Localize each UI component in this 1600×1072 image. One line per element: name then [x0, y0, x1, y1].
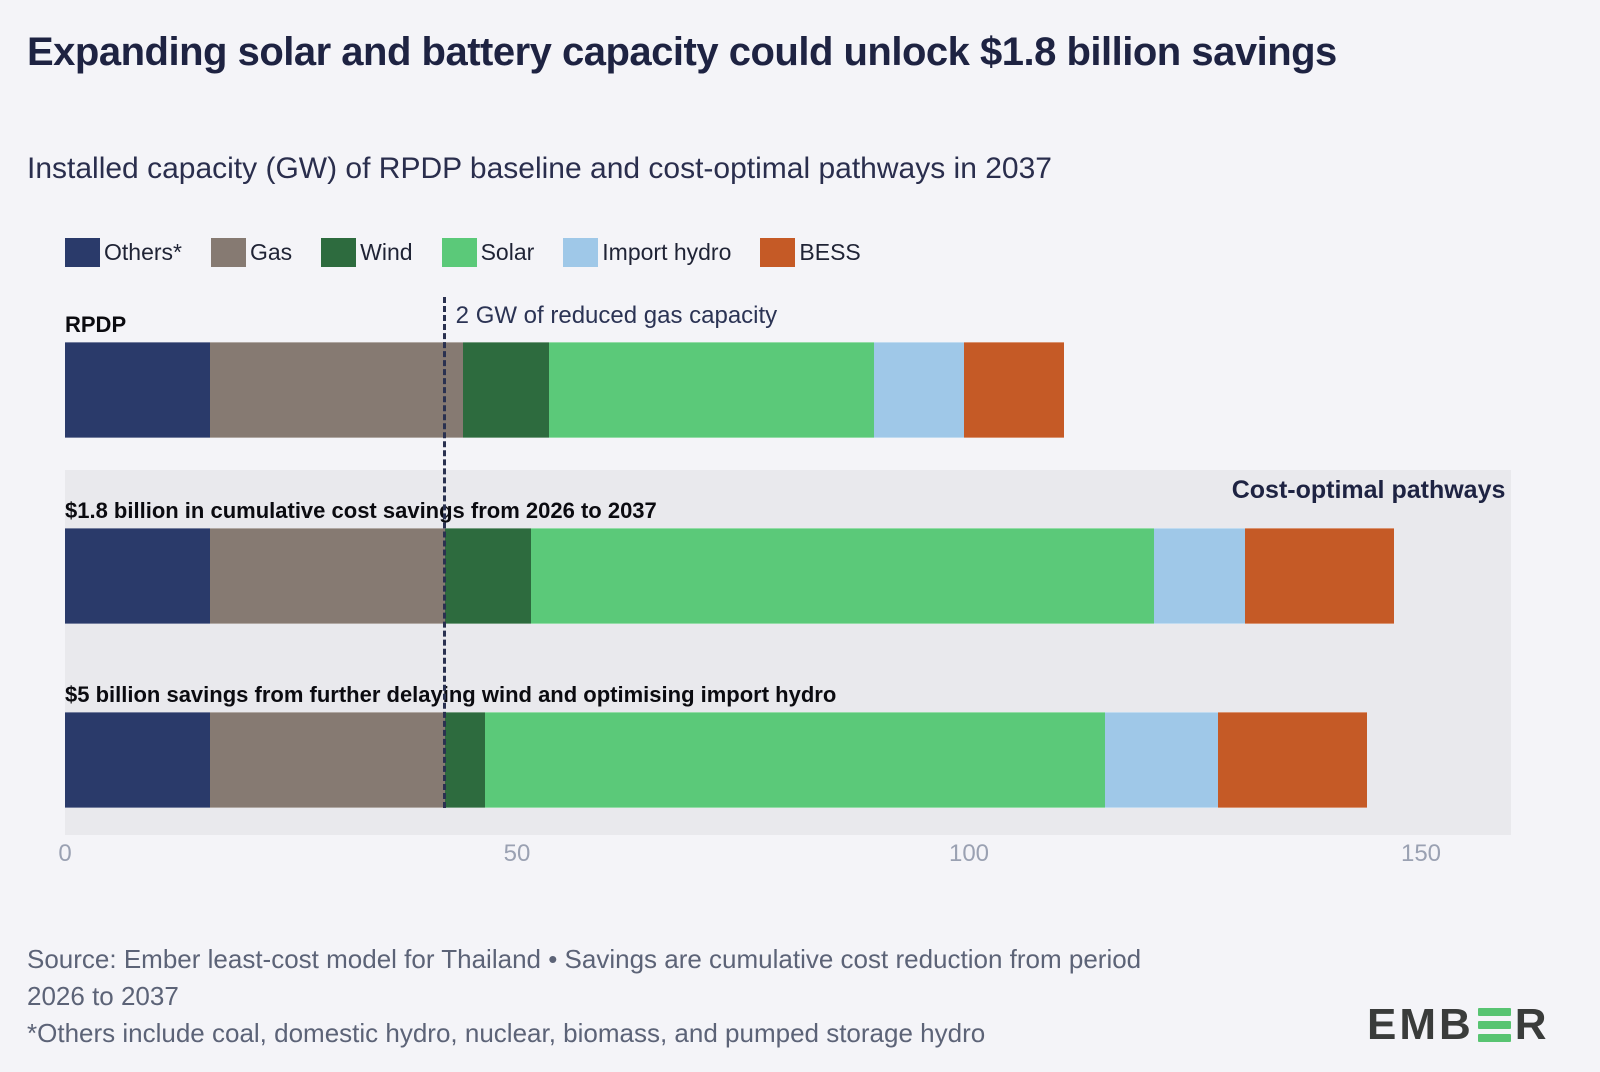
bar-cost-optimal-2-segment-bess: [1217, 712, 1367, 808]
gas-reduction-dashed-line: [443, 297, 447, 808]
legend-item-others: Others*: [65, 238, 182, 267]
bar-cost-optimal-2-segment-solar: [485, 712, 1105, 808]
legend-label-wind: Wind: [360, 239, 413, 265]
footnote-text: *Others include coal, domestic hydro, nu…: [27, 1018, 986, 1048]
legend-label-solar: Solar: [480, 239, 535, 265]
panel-label-cost-optimal: Cost-optimal pathways: [1231, 476, 1506, 504]
bar-cost-optimal-1-segment-import-hydro: [1154, 528, 1245, 624]
legend: Others* Gas Wind Solar Import hydro BESS: [65, 238, 861, 267]
bar-cost-optimal-1-segment-wind: [444, 528, 531, 624]
x-axis-tick-100: 100: [948, 840, 990, 867]
x-axis-tick-150: 150: [1400, 840, 1442, 867]
x-axis-tick-50: 50: [503, 840, 531, 867]
legend-swatch-import-hydro: [563, 238, 599, 267]
legend-label-import-hydro: Import hydro: [602, 239, 732, 265]
legend-item-gas: Gas: [210, 238, 293, 267]
chart-subtitle: Installed capacity (GW) of RPDP baseline…: [27, 152, 1052, 185]
x-axis-tick-0: 0: [58, 840, 72, 867]
legend-swatch-bess: [760, 238, 796, 267]
legend-label-others: Others*: [104, 239, 182, 265]
legend-swatch-wind: [321, 238, 357, 267]
ember-logo-e-icon: [1477, 1008, 1511, 1042]
source-text-line2: 2026 to 2037: [27, 981, 179, 1011]
bar-rpdp-segment-import-hydro: [874, 342, 965, 438]
bar-cost-optimal-2-segment-wind: [444, 712, 486, 808]
source-text-line1: Source: Ember least-cost model for Thail…: [27, 944, 1142, 974]
bar-cost-optimal-1-segment-gas: [209, 528, 445, 624]
bar-label-rpdp: RPDP: [65, 312, 127, 337]
bar-label-cost-optimal-1: $1.8 billion in cumulative cost savings …: [65, 498, 657, 523]
legend-label-bess: BESS: [799, 239, 861, 265]
legend-item-wind: Wind: [321, 238, 413, 267]
bar-rpdp-segment-solar: [548, 342, 875, 438]
bar-rpdp: [65, 342, 1064, 438]
legend-swatch-others: [65, 238, 100, 267]
chart-title: Expanding solar and battery capacity cou…: [27, 30, 1337, 74]
bar-cost-optimal-2-segment-gas: [209, 712, 445, 808]
legend-item-solar: Solar: [441, 238, 535, 267]
ember-logo-text-r: R: [1514, 1000, 1550, 1049]
bar-cost-optimal-2: [65, 712, 1367, 808]
bar-rpdp-segment-wind: [462, 342, 549, 438]
ember-logo-text-emb: EMB: [1367, 1000, 1474, 1049]
bar-rpdp-segment-others: [65, 342, 210, 438]
bar-label-cost-optimal-2: $5 billion savings from further delaying…: [65, 682, 837, 707]
bar-cost-optimal-2-segment-others: [65, 712, 210, 808]
legend-swatch-solar: [441, 238, 477, 267]
bar-cost-optimal-1: [65, 528, 1394, 624]
legend-swatch-gas: [210, 238, 246, 267]
bar-rpdp-segment-bess: [964, 342, 1064, 438]
legend-item-import-hydro: Import hydro: [563, 238, 731, 267]
gas-reduction-annotation: 2 GW of reduced gas capacity: [455, 302, 778, 329]
bar-rpdp-segment-gas: [209, 342, 463, 438]
bar-cost-optimal-1-segment-solar: [530, 528, 1155, 624]
legend-label-gas: Gas: [249, 239, 293, 265]
legend-item-bess: BESS: [760, 238, 861, 267]
bar-cost-optimal-1-segment-others: [65, 528, 210, 624]
bar-cost-optimal-1-segment-bess: [1244, 528, 1394, 624]
bar-cost-optimal-2-segment-import-hydro: [1104, 712, 1218, 808]
ember-logo: EMB R: [1367, 1000, 1550, 1050]
